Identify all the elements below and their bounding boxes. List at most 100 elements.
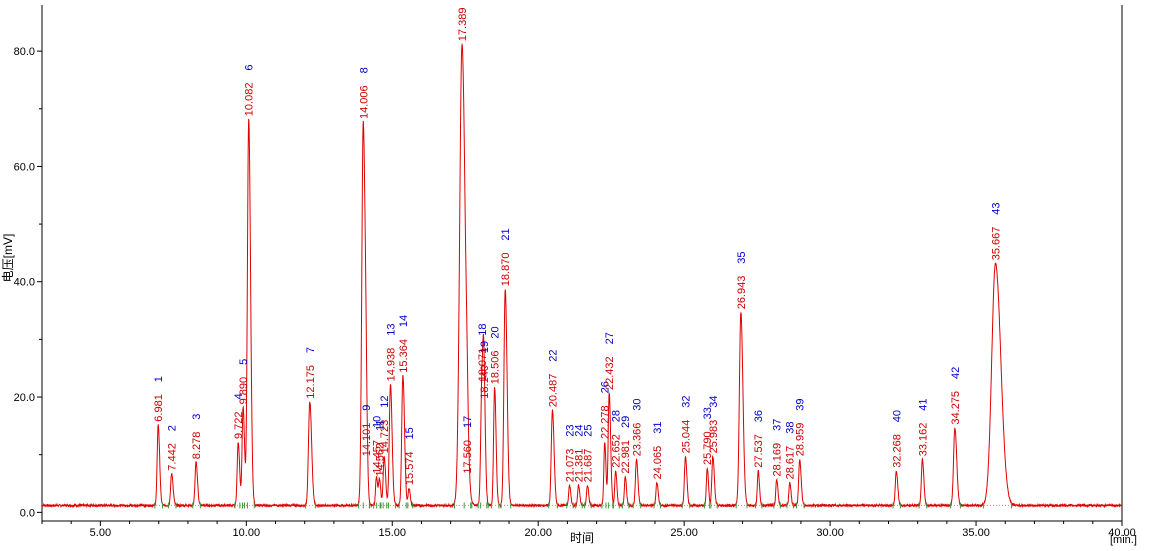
peak-retention-label: 21.073 — [565, 449, 577, 483]
peak-number-label: 23 — [565, 424, 577, 436]
peak-retention-label: 22.278 — [600, 405, 612, 439]
peak-retention-label: 15.364 — [398, 339, 410, 373]
peak-number-label: 12 — [379, 396, 391, 408]
peak-number-label: 19 — [479, 341, 491, 353]
peak-number-label: 3 — [191, 414, 203, 420]
peak-retention-label: 33.162 — [917, 423, 929, 457]
peak-retention-label: 22.652 — [611, 434, 623, 468]
peak-number-label: 25 — [583, 424, 595, 436]
peak-number-label: 40 — [891, 410, 903, 422]
peak-number-label: 37 — [772, 419, 784, 431]
peak-retention-label: 17.389 — [457, 8, 469, 42]
peak-number-label: 7 — [305, 347, 317, 353]
peak-retention-label: 18.071 — [477, 348, 489, 382]
x-tick-label: 10.00 — [233, 527, 261, 539]
peak-retention-label: 17.560 — [462, 440, 474, 474]
x-axis-unit-label: [min.] — [1110, 534, 1137, 546]
peak-number-label: 9 — [361, 405, 373, 411]
peak-number-label: 2 — [167, 425, 179, 431]
peak-retention-label: 28.959 — [795, 423, 807, 457]
peak-number-label: 31 — [652, 422, 664, 434]
x-tick-label: 15.00 — [379, 527, 407, 539]
peak-retention-label: 22.981 — [620, 440, 632, 474]
x-ticks: 5.00 10.00 15.00 20.00 25.00 30.00 35.00 40.00 — [41, 521, 1136, 539]
x-tick-label: 40.00 — [1108, 527, 1136, 539]
peak-retention-label: 28.617 — [785, 446, 797, 480]
peak-number-label: 5 — [238, 359, 250, 365]
peak-retention-label: 14.006 — [358, 85, 370, 119]
peak-number-label: 33 — [702, 407, 714, 419]
x-tick-label: 5.00 — [90, 527, 111, 539]
peak-number-label: 34 — [708, 396, 720, 408]
peak-retention-label: 9.890 — [238, 377, 250, 405]
peak-retention-label: 18.140 — [479, 365, 491, 399]
peak-number-label: 27 — [604, 332, 616, 344]
y-tick-label: 40.0 — [14, 277, 35, 289]
peak-number-label: 11 — [375, 419, 387, 430]
peak-retention-label: 18.870 — [500, 253, 512, 287]
peak-number-label: 29 — [620, 416, 632, 428]
peak-number-label: 35 — [736, 251, 748, 263]
y-tick-label: 80.0 — [14, 46, 35, 58]
peak-retention-label: 28.169 — [772, 443, 784, 477]
axes — [41, 5, 1123, 522]
peak-retention-label: 26.943 — [736, 276, 748, 310]
y-axis-title: 电压[mV] — [1, 234, 15, 283]
peak-retention-label: 14.101 — [361, 423, 373, 457]
peak-retention-label: 10.082 — [244, 83, 256, 117]
peak-retention-label: 9.722 — [233, 411, 245, 439]
peak-retention-label: 27.537 — [753, 434, 765, 468]
peak-retention-label: 20.487 — [547, 374, 559, 408]
peak-number-label: 26 — [600, 381, 612, 393]
peak-number-label: 42 — [950, 367, 962, 379]
x-tick-label: 30.00 — [816, 527, 844, 539]
peak-markers — [154, 502, 1012, 509]
peak-retention-label: 18.506 — [490, 351, 502, 385]
peak-number-label: 1 — [153, 376, 165, 382]
y-tick-label: 20.0 — [14, 392, 35, 404]
peak-retention-label: 12.175 — [305, 365, 317, 399]
x-tick-label: 25.00 — [670, 527, 698, 539]
peak-number-label: 15 — [404, 427, 416, 439]
peak-number-label: 17 — [462, 416, 474, 428]
peak-retention-label: 32.268 — [891, 434, 903, 468]
peak-number-label: 18 — [477, 324, 489, 336]
peak-retention-label: 14.457 — [371, 440, 383, 474]
peak-number-label: 28 — [611, 410, 623, 422]
peak-number-label: 24 — [574, 424, 586, 436]
peak-retention-label: 6.981 — [153, 394, 165, 422]
peak-retention-label: 8.278 — [191, 432, 203, 460]
peak-number-label: 14 — [398, 315, 410, 327]
peak-retention-label: 25.044 — [680, 420, 692, 454]
peak-number-label: 6 — [244, 64, 256, 70]
peak-number-label: 38 — [785, 422, 797, 434]
peak-retention-label: 24.065 — [652, 446, 664, 480]
peak-number-label: 30 — [632, 398, 644, 410]
peak-retention-label: 22.432 — [604, 356, 616, 390]
y-ticks: 0.0 20.0 40.0 60.0 80.0 — [14, 46, 42, 519]
peak-retention-label: 7.442 — [167, 443, 179, 471]
x-axis-title: 时间 — [570, 531, 594, 545]
peak-number-label: 22 — [547, 349, 559, 361]
peak-number-label: 20 — [490, 326, 502, 338]
peak-retention-label: 35.667 — [991, 227, 1003, 261]
peak-retention-label: 25.790 — [702, 431, 714, 465]
x-tick-label: 35.00 — [962, 527, 990, 539]
peak-retention-label: 15.574 — [404, 451, 416, 485]
y-tick-label: 60.0 — [14, 161, 35, 173]
peak-number-label: 10 — [371, 416, 383, 428]
peak-labels: 6.981 1 7.442 2 8.278 3 9.722 49.890 5 10.082 6 12.… — [153, 8, 1003, 486]
peak-number-label: 32 — [680, 396, 692, 408]
x-tick-label: 20.00 — [524, 527, 552, 539]
peak-retention-label: 21.687 — [583, 449, 595, 483]
peak-number-label: 41 — [917, 398, 929, 410]
peak-retention-label: 34.275 — [950, 391, 962, 425]
peak-retention-label: 14.723 — [379, 420, 391, 454]
peak-retention-label: 14.938 — [386, 348, 398, 382]
peak-number-label: 4 — [233, 393, 245, 399]
peak-number-label: 36 — [753, 410, 765, 422]
peak-number-label: 13 — [386, 324, 398, 336]
peak-number-label: 43 — [991, 202, 1003, 214]
peak-retention-label: 23.366 — [632, 423, 644, 457]
